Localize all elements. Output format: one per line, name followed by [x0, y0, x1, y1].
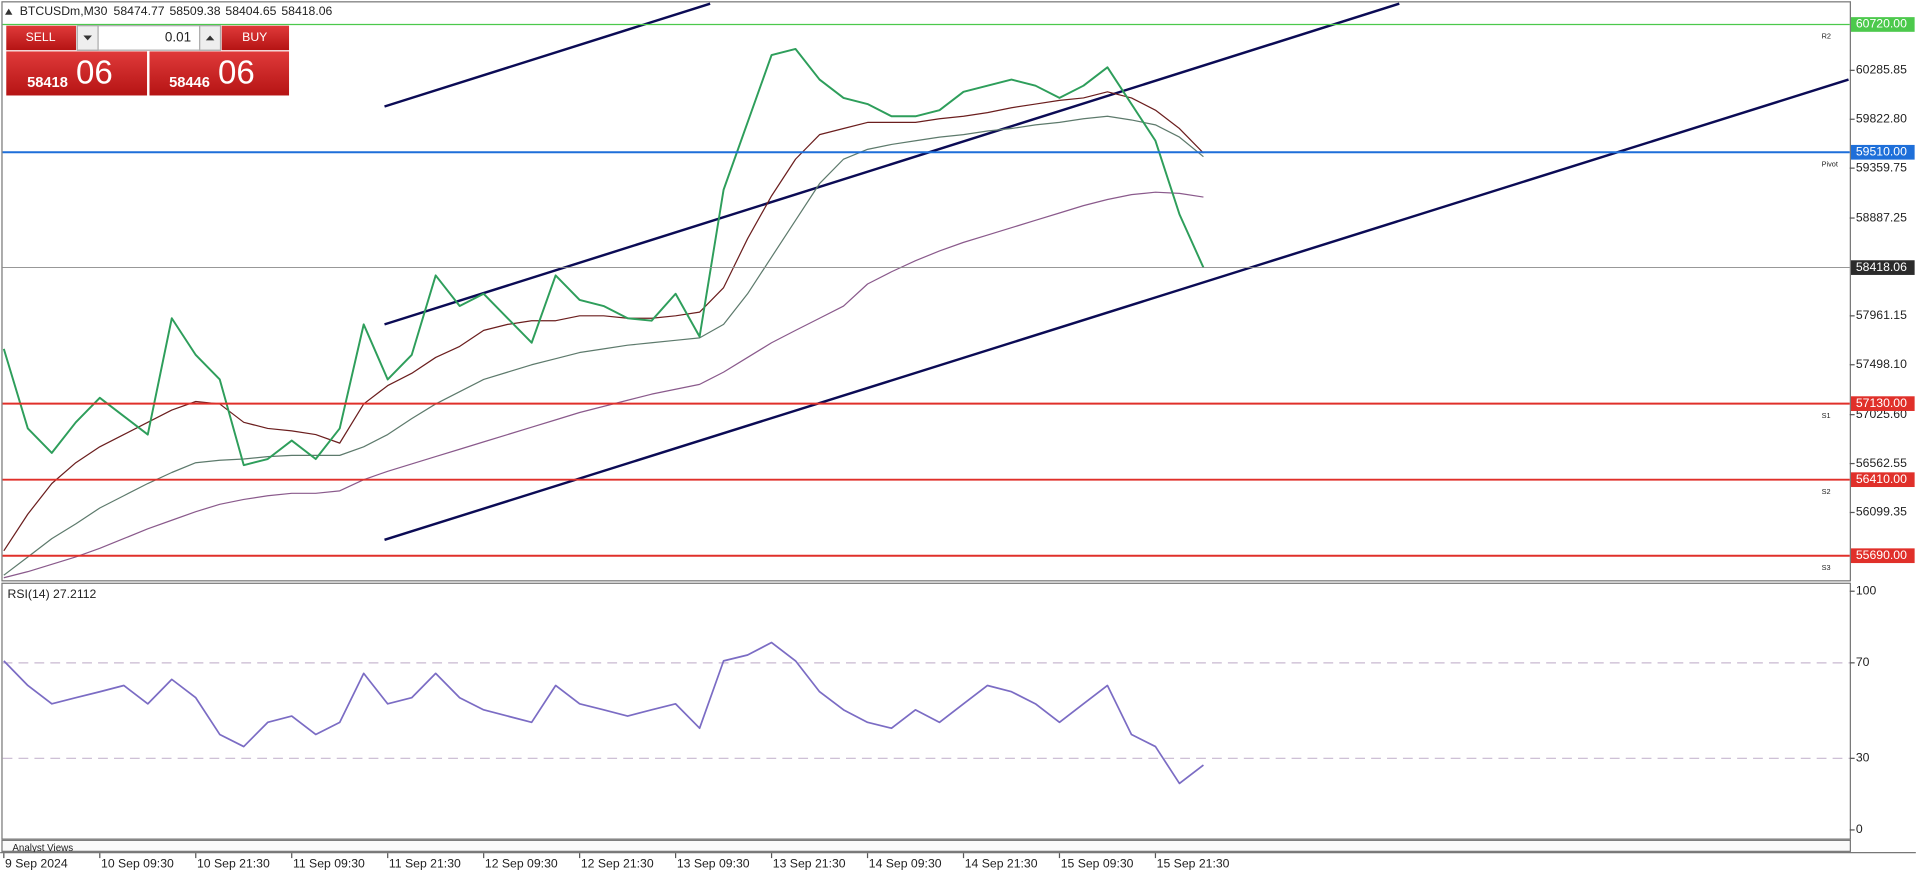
- trend-line: [384, 2, 711, 108]
- level-label: 56410.00: [1856, 472, 1907, 486]
- x-tick-label: 10 Sep 21:30: [197, 856, 270, 870]
- rsi-panel: [1, 582, 1851, 840]
- y-tick-label: 59822.80: [1856, 111, 1907, 125]
- x-tick-label: 15 Sep 21:30: [1157, 856, 1230, 870]
- buy-label: BUY: [242, 30, 267, 44]
- collapse-icon[interactable]: [5, 8, 13, 15]
- price-panel: [1, 1, 1851, 582]
- y-tick-label: 57961.15: [1856, 308, 1907, 322]
- level-label-box: [1850, 144, 1915, 160]
- panel-plot: [2, 641, 1850, 785]
- y-tick-label: 56099.35: [1856, 505, 1907, 519]
- level-label-box: [1850, 548, 1915, 564]
- x-tick-label: 14 Sep 09:30: [869, 856, 942, 870]
- level-label: 60720.00: [1856, 17, 1907, 31]
- x-tick-label: 10 Sep 09:30: [101, 856, 174, 870]
- trend-line: [384, 78, 1849, 541]
- lot-input[interactable]: [76, 25, 222, 51]
- symbol: BTCUSDm,M30: [20, 4, 108, 18]
- low: 58404.65: [225, 4, 276, 18]
- up-arrow: [205, 35, 215, 41]
- x-tick-label: 12 Sep 09:30: [485, 856, 558, 870]
- moving-average: [3, 115, 1204, 576]
- y-tick-label: 0: [1856, 822, 1863, 836]
- indicator-line: [3, 641, 1204, 785]
- buy-button[interactable]: [221, 25, 290, 51]
- chart-header: BTCUSDm,M30 58474.77 58509.38 58404.65 58418…: [20, 4, 333, 18]
- close: 58418.06: [281, 4, 332, 18]
- y-tick-label: 70: [1856, 655, 1870, 669]
- trend-lines: [384, 2, 1849, 541]
- trade-panel: SELL 0.01 BUY 58418 06 58446 06: [6, 25, 290, 96]
- level-name: S2: [1822, 487, 1831, 496]
- y-tick-label: 30: [1856, 751, 1870, 765]
- level-label: 55690.00: [1856, 548, 1907, 562]
- level-name: Pivot: [1822, 159, 1838, 168]
- x-tick-label: 11 Sep 09:30: [293, 856, 365, 870]
- level-name: R2: [1822, 32, 1831, 41]
- panel-plot: [2, 47, 1205, 579]
- last-price-box: [1850, 260, 1915, 275]
- level-name: S3: [1822, 563, 1831, 572]
- down-arrow: [83, 35, 92, 41]
- y-tick-label: 100: [1856, 583, 1877, 597]
- sell-button[interactable]: [6, 25, 77, 51]
- sell-price-pips: 06: [76, 54, 113, 91]
- y-tick-label: 60285.85: [1856, 63, 1907, 77]
- sell-price-box[interactable]: [6, 51, 148, 96]
- x-tick-label: 12 Sep 21:30: [581, 856, 654, 870]
- price-line: [2, 47, 1205, 467]
- level-label-box: [1850, 17, 1915, 32]
- level-name: S1: [1822, 411, 1831, 420]
- level-label: 59510.00: [1856, 145, 1907, 159]
- buy-price-main: 58446: [169, 75, 210, 91]
- buy-price-box[interactable]: [149, 51, 290, 96]
- level-label-box: [1850, 396, 1915, 411]
- moving-average: [3, 91, 1204, 552]
- trend-line: [384, 2, 1400, 326]
- sell-label: SELL: [26, 30, 56, 44]
- x-tick-label: 11 Sep 21:30: [389, 856, 461, 870]
- buy-price-pips: 06: [218, 54, 255, 91]
- y-tick-label: 56562.55: [1856, 456, 1907, 470]
- y-tick-label: 59359.75: [1856, 160, 1907, 174]
- x-tick-label: 13 Sep 09:30: [677, 856, 750, 870]
- indicator-title: RSI(14) 27.2112: [7, 587, 96, 601]
- level-label-box: [1850, 472, 1915, 488]
- x-tick-label: 15 Sep 09:30: [1061, 856, 1134, 870]
- sell-price-main: 58418: [27, 75, 68, 91]
- level-label: 57130.00: [1856, 396, 1907, 410]
- y-tick-label: 57498.10: [1856, 357, 1907, 371]
- y-tick-label: 58887.25: [1856, 210, 1907, 224]
- footer-strip: [1, 839, 1851, 852]
- plot: 56099.3556562.5557025.6057498.1057961.15…: [2, 17, 1915, 870]
- moving-average: [3, 191, 1204, 579]
- x-tick-label: 9 Sep 2024: [5, 856, 68, 870]
- footer-tab[interactable]: Analyst Views: [12, 843, 73, 854]
- lot-value: 0.01: [165, 30, 191, 45]
- high: 58509.38: [169, 4, 220, 18]
- x-tick-label: 14 Sep 21:30: [965, 856, 1038, 870]
- last-price-label: 58418.06: [1856, 260, 1907, 274]
- open: 58474.77: [114, 4, 165, 18]
- x-tick-label: 13 Sep 21:30: [773, 856, 846, 870]
